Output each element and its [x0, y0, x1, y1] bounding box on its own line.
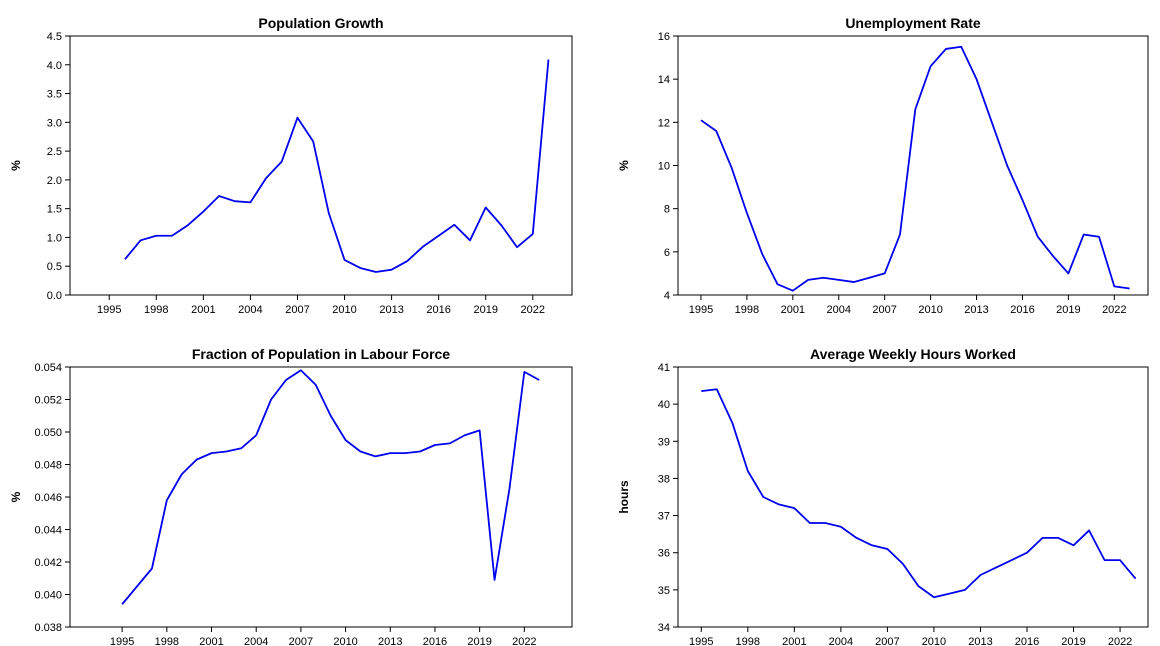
y-tick-label: 37: [658, 511, 670, 523]
y-tick-label: 38: [658, 473, 670, 485]
y-tick-label: 1.0: [47, 232, 62, 244]
x-tick-label: 2019: [473, 304, 497, 316]
y-tick-label: 8: [664, 204, 670, 216]
y-tick-label: 0.0: [47, 290, 62, 302]
y-tick-label: 12: [658, 117, 670, 129]
y-tick-label: 4.5: [47, 31, 62, 43]
x-tick-label: 2019: [1056, 304, 1080, 316]
y-tick-label: 0.042: [34, 557, 62, 569]
x-tick-label: 2007: [875, 636, 899, 646]
x-tick-label: 1995: [689, 636, 713, 646]
series-line: [121, 369, 540, 605]
x-tick-label: 1998: [155, 636, 179, 646]
x-tick-label: 2007: [289, 636, 313, 646]
series-line: [701, 388, 1137, 599]
y-axis-label: hours: [617, 480, 631, 514]
x-tick-label: 2022: [1102, 304, 1126, 316]
x-tick-label: 2013: [378, 636, 402, 646]
y-tick-label: 14: [658, 74, 670, 86]
x-tick-label: 2013: [968, 636, 992, 646]
chart-title: Average Weekly Hours Worked: [810, 346, 1016, 362]
x-tick-label: 1998: [144, 304, 168, 316]
x-tick-label: 2022: [1108, 636, 1132, 646]
chart-title: Fraction of Population in Labour Force: [192, 346, 450, 362]
y-tick-label: 39: [658, 436, 670, 448]
y-tick-label: 3.0: [47, 117, 62, 129]
y-tick-label: 40: [658, 399, 670, 411]
y-tick-label: 2.5: [47, 146, 62, 158]
x-tick-label: 2004: [829, 636, 853, 646]
x-tick-label: 2010: [918, 304, 942, 316]
y-tick-label: 4: [664, 290, 670, 302]
x-tick-label: 2022: [512, 636, 536, 646]
x-tick-label: 2016: [1010, 304, 1034, 316]
x-tick-label: 2022: [521, 304, 545, 316]
x-tick-label: 2010: [922, 636, 946, 646]
y-tick-label: 1.5: [47, 204, 62, 216]
y-axis-label: %: [617, 160, 631, 171]
x-tick-label: 2019: [467, 636, 491, 646]
x-tick-label: 2016: [423, 636, 447, 646]
x-tick-label: 2001: [782, 636, 806, 646]
x-tick-label: 2007: [872, 304, 896, 316]
x-tick-label: 2016: [1015, 636, 1039, 646]
plot-frame: [69, 366, 573, 628]
x-tick-label: 2004: [244, 636, 268, 646]
chart-title: Population Growth: [258, 15, 383, 31]
y-tick-label: 34: [658, 622, 670, 634]
x-tick-label: 2001: [199, 636, 223, 646]
y-tick-label: 2.0: [47, 175, 62, 187]
series-line: [700, 45, 1130, 292]
y-tick-label: 6: [664, 247, 670, 259]
y-tick-label: 0.038: [34, 622, 62, 634]
y-tick-label: 16: [658, 31, 670, 43]
plot-frame: [677, 366, 1149, 628]
x-tick-label: 2010: [333, 636, 357, 646]
y-tick-label: 41: [658, 362, 670, 374]
y-tick-label: 36: [658, 548, 670, 560]
x-tick-label: 2001: [191, 304, 215, 316]
y-tick-label: 0.044: [34, 525, 62, 537]
y-axis-label: %: [9, 160, 23, 171]
x-tick-label: 2019: [1061, 636, 1085, 646]
x-tick-label: 1998: [736, 636, 760, 646]
y-tick-label: 0.046: [34, 492, 62, 504]
y-tick-label: 0.054: [34, 362, 62, 374]
plot-frame: [69, 35, 573, 296]
y-tick-label: 0.050: [34, 427, 62, 439]
y-tick-label: 10: [658, 161, 670, 173]
x-tick-label: 2010: [332, 304, 356, 316]
x-tick-label: 2004: [827, 304, 851, 316]
y-tick-label: 0.5: [47, 261, 62, 273]
y-tick-label: 0.052: [34, 395, 62, 407]
x-tick-label: 2016: [426, 304, 450, 316]
x-tick-label: 2013: [964, 304, 988, 316]
series-line: [124, 59, 550, 273]
x-tick-label: 1995: [97, 304, 121, 316]
x-tick-label: 1995: [110, 636, 134, 646]
y-tick-label: 0.040: [34, 590, 62, 602]
x-tick-label: 1995: [689, 304, 713, 316]
y-tick-label: 4.0: [47, 60, 62, 72]
y-tick-label: 3.5: [47, 89, 62, 101]
x-tick-label: 2007: [285, 304, 309, 316]
y-tick-label: 35: [658, 585, 670, 597]
chart-title: Unemployment Rate: [845, 15, 981, 31]
x-tick-label: 2013: [379, 304, 403, 316]
y-axis-label: %: [9, 491, 23, 502]
x-tick-label: 1998: [735, 304, 759, 316]
x-tick-label: 2001: [781, 304, 805, 316]
x-tick-label: 2004: [238, 304, 262, 316]
y-tick-label: 0.048: [34, 460, 62, 472]
plot-frame: [677, 35, 1149, 296]
